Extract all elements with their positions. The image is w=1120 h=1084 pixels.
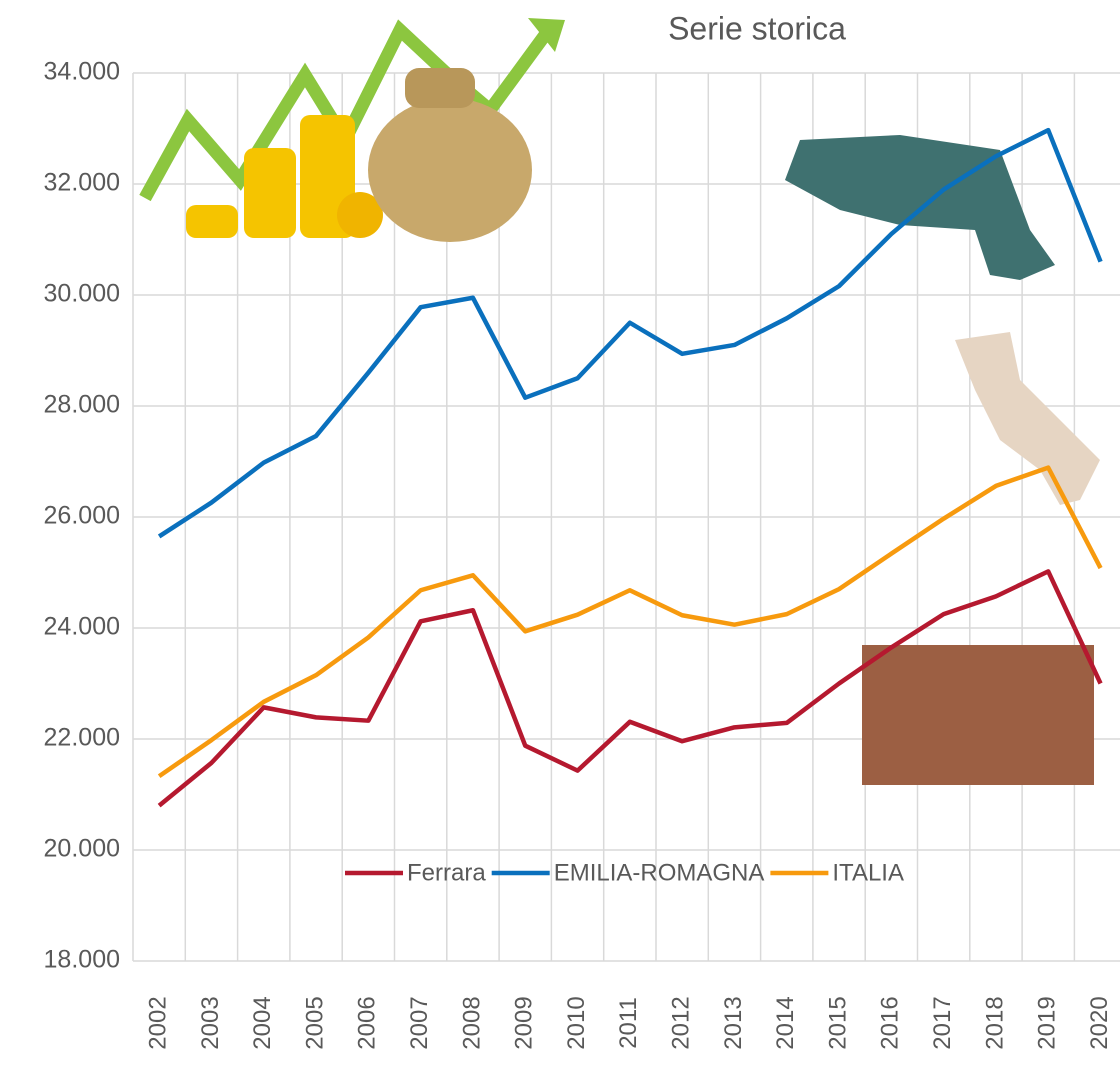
y-tick-label: 28.000 bbox=[44, 391, 120, 419]
y-tick-label: 34.000 bbox=[44, 58, 120, 86]
y-tick-label: 24.000 bbox=[44, 613, 120, 641]
x-tick-label: 2018 bbox=[981, 996, 1008, 1049]
y-tick-label: 20.000 bbox=[44, 835, 120, 863]
x-tick-label: 2007 bbox=[406, 996, 433, 1049]
decorations bbox=[145, 18, 1100, 785]
x-tick-label: 2015 bbox=[824, 996, 851, 1049]
x-tick-label: 2020 bbox=[1086, 996, 1113, 1049]
legend-label: Ferrara bbox=[407, 859, 486, 886]
italy-map bbox=[955, 332, 1100, 505]
coins bbox=[244, 148, 296, 238]
chart-title: Serie storica bbox=[668, 10, 846, 46]
x-tick-label: 2014 bbox=[772, 996, 799, 1049]
x-tick-label: 2008 bbox=[458, 996, 485, 1049]
money-bag-neck bbox=[405, 68, 475, 108]
x-tick-label: 2003 bbox=[197, 996, 224, 1049]
x-tick-label: 2016 bbox=[877, 996, 904, 1049]
y-tick-label: 22.000 bbox=[44, 724, 120, 752]
x-tick-label: 2010 bbox=[563, 996, 590, 1049]
coins bbox=[186, 205, 238, 238]
x-tick-label: 2005 bbox=[301, 996, 328, 1049]
y-tick-label: 32.000 bbox=[44, 169, 120, 197]
chart: Serie storica 18.000 20.000 22.000 24.000 26… bbox=[0, 0, 1120, 1079]
y-tick-label: 26.000 bbox=[44, 502, 120, 530]
x-tick-label: 2002 bbox=[144, 996, 171, 1049]
y-tick-label: 18.000 bbox=[44, 946, 120, 974]
x-tick-label: 2006 bbox=[354, 996, 381, 1049]
x-tick-label: 2009 bbox=[511, 996, 538, 1049]
x-tick-label: 2013 bbox=[720, 996, 747, 1049]
x-tick-label: 2004 bbox=[249, 996, 276, 1049]
x-tick-label: 2017 bbox=[929, 996, 956, 1049]
money-bag bbox=[368, 98, 532, 242]
castle-photo bbox=[862, 645, 1094, 785]
x-tick-label: 2012 bbox=[667, 996, 694, 1049]
legend-label: EMILIA-ROMAGNA bbox=[554, 859, 765, 886]
y-tick-label: 30.000 bbox=[44, 280, 120, 308]
x-tick-label: 2019 bbox=[1034, 996, 1061, 1049]
legend-label: ITALIA bbox=[832, 859, 904, 886]
x-tick-label: 2011 bbox=[615, 997, 642, 1049]
